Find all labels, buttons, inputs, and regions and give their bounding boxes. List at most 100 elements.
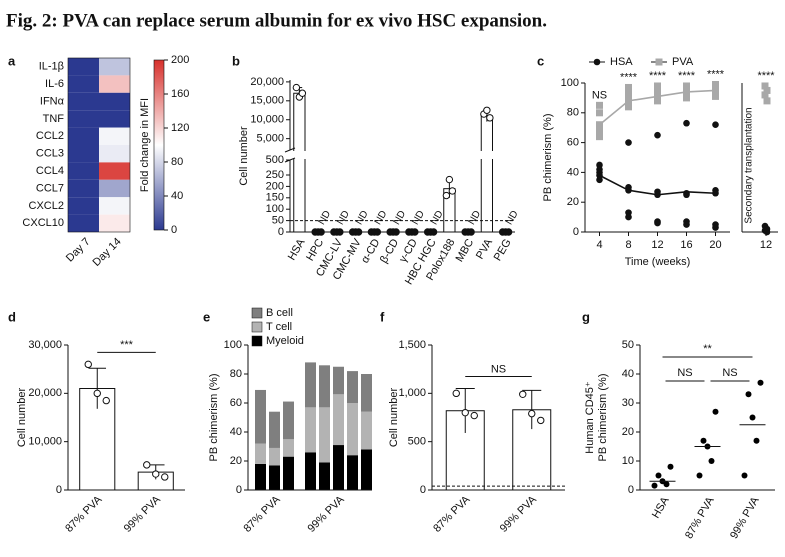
x-tick-label: HSA [286,236,308,262]
x-tick-label: 4 [596,239,602,251]
heat-cell [68,162,99,180]
bar-segment [283,456,294,490]
legend-swatch [251,335,263,347]
data-point [749,414,756,421]
data-point [528,409,536,418]
row-label: IL-6 [45,78,64,90]
data-point [519,390,527,398]
colorbar [153,59,165,231]
y-tick-label: 10 [622,455,634,467]
data-point [763,228,771,236]
x-tick-label: 87% PVA [683,494,717,541]
value-label: ND [354,209,371,227]
y-tick-label: 60 [567,137,579,149]
colorbar-tick-label: 80 [171,156,183,168]
y-tick-label: 30 [622,397,634,409]
heat-cell [99,214,130,232]
y-tick-label: 40 [622,368,634,380]
x-tick-label: HSA [650,494,672,520]
data-point [152,470,160,478]
axis-break-gap [284,151,515,159]
y-tick-label: 20 [622,426,634,438]
significance-label: NS [592,89,607,101]
heatmap-frame [67,57,131,233]
data-point [596,176,603,184]
y-axis-label: PB chimerism (%) [542,113,554,201]
data-point [625,103,632,111]
colorbar-tick-label: 0 [171,224,177,236]
heat-cell [68,145,99,163]
y-tick-label: 100 [266,203,284,215]
legend-marker [593,58,601,66]
data-point [625,213,632,221]
bar-segment [361,411,372,450]
data-point [161,473,169,481]
panel-letter: d [8,309,16,324]
axis-break [284,157,296,163]
data-point [741,472,748,479]
data-point [625,83,632,91]
data-point [712,92,719,100]
value-label: ND [410,209,427,227]
y-tick-label: 1,500 [398,339,426,351]
legend-swatch [251,307,263,319]
data-point [712,408,719,415]
heat-cell [99,145,130,163]
y-tick-label: 0 [236,484,242,496]
data-point [654,82,661,90]
heat-cell [68,110,99,128]
heat-cell [68,127,99,145]
data-point [763,97,771,105]
heat-cell [99,110,130,128]
data-point [745,391,752,398]
y-tick-label: 40 [567,166,579,178]
y-tick-label: 5,000 [256,133,284,145]
row-label: CXCL2 [29,200,64,212]
x-tick-label: β-CD [378,237,401,265]
y-tick-label: 20,000 [28,387,62,399]
data-point [683,191,690,199]
row-label: CCL3 [36,148,64,160]
bar-segment [283,439,294,457]
y-tick-label: 20 [567,196,579,208]
data-point [654,191,661,199]
legend-label: Myeloid [266,335,304,347]
group-label: 99% PVA [305,493,347,535]
bar-segment [269,447,280,466]
data-point [537,416,545,425]
data-point [292,83,301,92]
significance-label: NS [491,363,506,375]
x-tick-label: 99% PVA [122,493,164,535]
data-point [763,86,771,94]
data-point [625,91,632,99]
panel-letter: g [582,309,590,324]
data-point [470,411,478,420]
legend-label: PVA [672,56,694,68]
y-axis-label: Human CD45⁺ [584,381,596,454]
significance-label: *** [120,339,134,351]
y-axis-label: Cell number [238,126,250,186]
y-tick-label: 250 [266,169,284,181]
colorbar-label: Fold change in MFI [139,98,151,192]
y-tick-label: 40 [230,426,242,438]
panel-letter: a [8,53,16,68]
data-point [757,379,764,386]
data-point [683,119,690,127]
significance-label: NS [677,367,692,379]
panel-letter: e [203,309,210,324]
heat-cell [68,58,99,76]
data-point [596,109,603,117]
y-tick-label: 15,000 [250,95,284,107]
y-axis-label: PB chimerism (%) [208,373,220,461]
bar-segment [255,389,266,444]
bar-segment [319,407,330,463]
colorbar-tick-label: 160 [171,88,189,100]
axis-break [284,147,296,153]
y-tick-label: 0 [628,484,634,496]
figure-title: Fig. 2: PVA can replace serum albumin fo… [6,10,547,31]
bar-segment [361,449,372,490]
legend-label: HSA [610,56,633,68]
bar [293,92,306,233]
data-point [753,437,760,444]
